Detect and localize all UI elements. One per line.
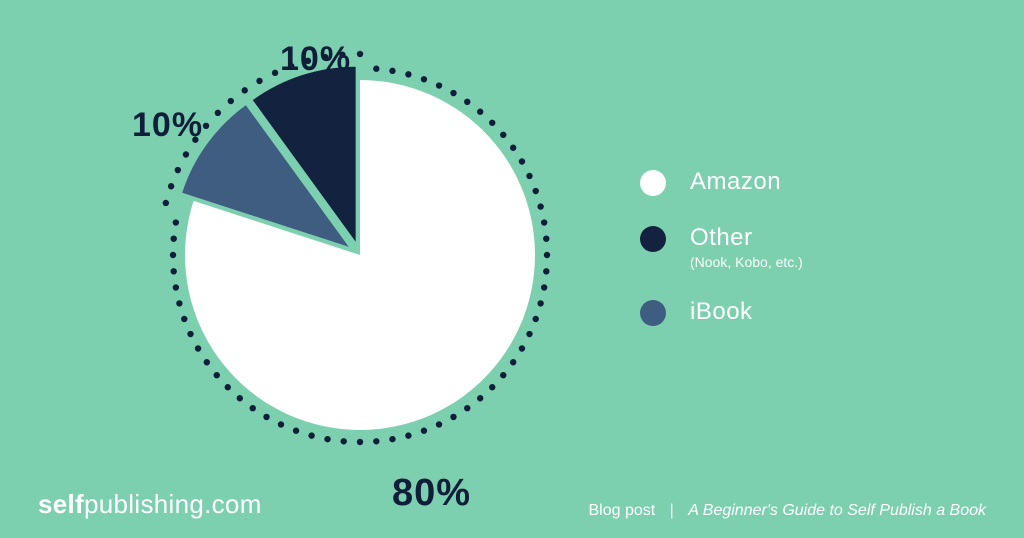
ring-dot <box>175 167 181 173</box>
ring-dot <box>477 395 483 401</box>
ring-dot <box>389 436 395 442</box>
ring-dot <box>544 252 550 258</box>
ring-dot <box>510 145 516 151</box>
ring-dot <box>533 316 539 322</box>
legend-label: Other <box>690 224 803 252</box>
ring-dot <box>203 123 209 129</box>
ring-dot <box>405 71 411 77</box>
ring-dot <box>533 188 539 194</box>
ring-dot <box>357 51 363 57</box>
ring-dot <box>183 151 189 157</box>
ring-dot <box>263 414 269 420</box>
ring-dot <box>171 268 177 274</box>
legend: Amazon Other (Nook, Kobo, etc.) iBook <box>640 168 803 354</box>
ring-dot <box>537 300 543 306</box>
ring-dot <box>541 219 547 225</box>
footer-title: A Beginner's Guide to Self Publish a Boo… <box>688 502 986 519</box>
ring-dot <box>357 439 363 445</box>
ring-dot <box>341 438 347 444</box>
legend-label: iBook <box>690 298 753 326</box>
ring-dot <box>500 372 506 378</box>
ring-dot <box>228 98 234 104</box>
footer-right: Blog post | A Beginner's Guide to Self P… <box>588 502 986 520</box>
footer-divider: | <box>670 502 674 519</box>
ring-dot <box>187 331 193 337</box>
legend-dot <box>640 170 666 196</box>
ring-dot <box>421 428 427 434</box>
ring-dot <box>204 359 210 365</box>
pie-chart <box>0 0 720 525</box>
slice-label-ibook: 10% <box>280 40 351 79</box>
ring-dot <box>464 405 470 411</box>
brand-mid: publishing <box>84 489 204 519</box>
ring-dot <box>541 284 547 290</box>
legend-item-amazon: Amazon <box>640 168 803 196</box>
ring-dot <box>543 236 549 242</box>
ring-dot <box>436 421 442 427</box>
ring-dot <box>237 395 243 401</box>
ring-dot <box>489 384 495 390</box>
legend-text: Other (Nook, Kobo, etc.) <box>690 224 803 270</box>
ring-dot <box>464 99 470 105</box>
ring-dot <box>170 252 176 258</box>
ring-dot <box>308 432 314 438</box>
ring-dot <box>450 90 456 96</box>
ring-dot <box>225 384 231 390</box>
ring-dot <box>242 87 248 93</box>
ring-dot <box>436 82 442 88</box>
ring-dot <box>173 219 179 225</box>
ring-dot <box>163 200 169 206</box>
legend-sublabel: (Nook, Kobo, etc.) <box>690 254 803 270</box>
ring-dot <box>405 432 411 438</box>
ring-dot <box>510 359 516 365</box>
legend-item-other: Other (Nook, Kobo, etc.) <box>640 224 803 270</box>
ring-dot <box>526 173 532 179</box>
ring-dot <box>421 76 427 82</box>
ring-dot <box>519 345 525 351</box>
ring-dot <box>500 132 506 138</box>
slice-label-other: 10% <box>132 106 203 145</box>
legend-label: Amazon <box>690 168 781 196</box>
ring-dot <box>176 300 182 306</box>
legend-item-ibook: iBook <box>640 298 803 326</box>
brand-bold: self <box>38 489 84 519</box>
ring-dot <box>389 68 395 74</box>
ring-dot <box>278 421 284 427</box>
brand-tld: .com <box>204 489 262 519</box>
ring-dot <box>173 284 179 290</box>
legend-dot <box>640 300 666 326</box>
ring-dot <box>168 183 174 189</box>
ring-dot <box>489 120 495 126</box>
brand-logo: selfpublishing.com <box>38 489 262 520</box>
ring-dot <box>519 158 525 164</box>
ring-dot <box>373 438 379 444</box>
ring-dot <box>324 436 330 442</box>
ring-dot <box>272 70 278 76</box>
ring-dot <box>477 109 483 115</box>
ring-dot <box>450 414 456 420</box>
ring-dot <box>215 110 221 116</box>
legend-dot <box>640 226 666 252</box>
ring-dot <box>256 78 262 84</box>
ring-dot <box>195 345 201 351</box>
ring-dot <box>250 405 256 411</box>
legend-text: iBook <box>690 298 753 326</box>
infographic-canvas: 80%10%10% AmazonOther(Nook, Kobo, etc.)i… <box>0 0 1024 538</box>
ring-dot <box>537 203 543 209</box>
ring-dot <box>373 66 379 72</box>
footer-prefix: Blog post <box>588 502 655 519</box>
footer: selfpublishing.com Blog post | A Beginne… <box>0 489 1024 520</box>
ring-dot <box>293 428 299 434</box>
ring-dot <box>181 316 187 322</box>
ring-dot <box>526 331 532 337</box>
ring-dot <box>543 268 549 274</box>
ring-dot <box>171 236 177 242</box>
legend-text: Amazon <box>690 168 781 196</box>
ring-dot <box>214 372 220 378</box>
